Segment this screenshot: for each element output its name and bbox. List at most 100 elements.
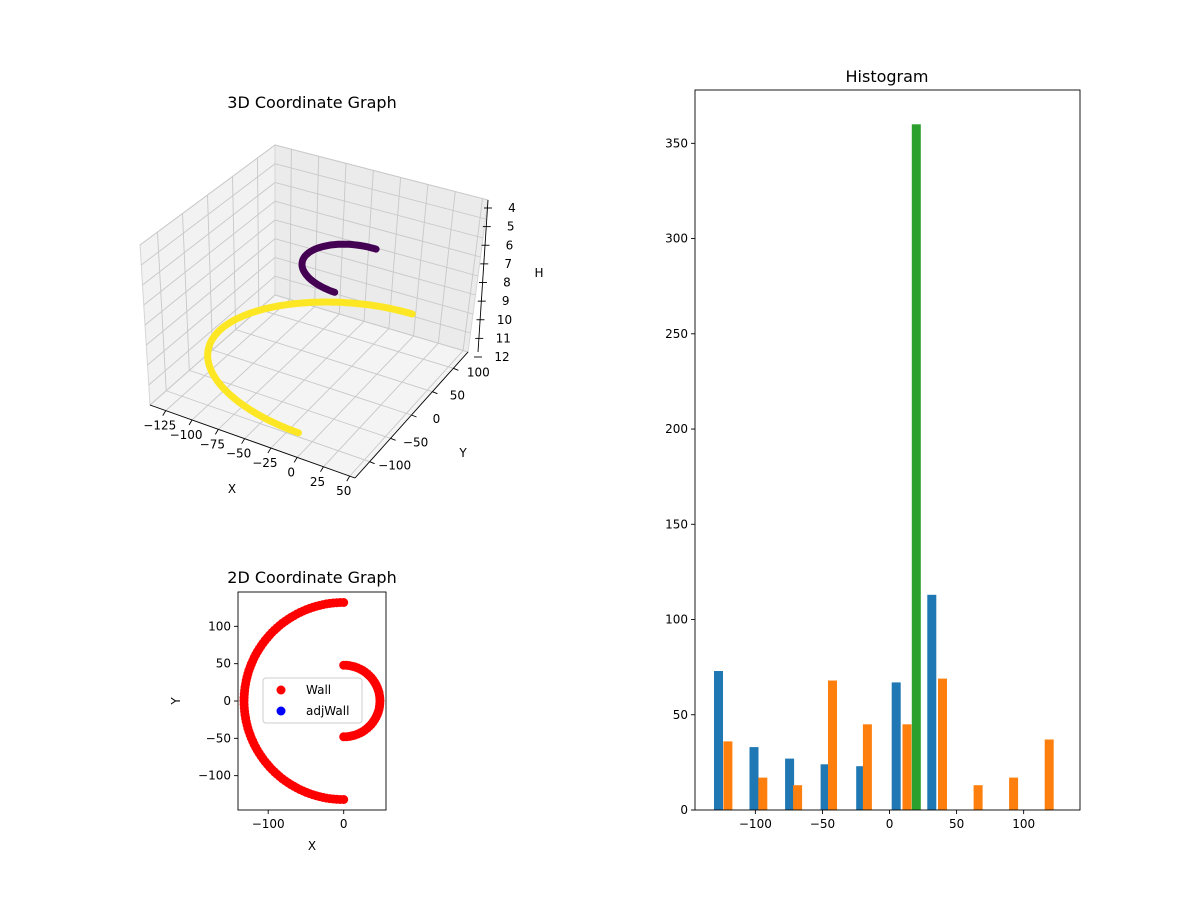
legend-label-wall: Wall <box>306 683 331 697</box>
axes-3d: 3D Coordinate Graph −125−100−75−50−25025… <box>139 93 544 498</box>
axes-2d-title: 2D Coordinate Graph <box>227 568 396 587</box>
y-tick-label-hist: 50 <box>673 708 688 722</box>
histogram-bar <box>714 671 723 810</box>
y-tick-label-3d: 50 <box>450 389 465 403</box>
grid-y-floor <box>166 390 370 463</box>
y-tick-label-2d: −50 <box>206 731 231 745</box>
x-tick-label-3d: 25 <box>310 475 325 489</box>
y-tick-label-hist: 200 <box>665 422 688 436</box>
x-axis-label-2d: X <box>308 839 316 853</box>
axes-2d: 2D Coordinate Graph −100 0 −100 −50 0 50 100 W… <box>169 568 397 853</box>
ticks-2d: −100 0 −100 −50 0 50 100 <box>198 619 348 831</box>
series-3d-1 <box>204 298 416 437</box>
grid-y-floor <box>235 329 433 393</box>
x-tick-label-hist: −100 <box>739 817 772 831</box>
x-tick-3d <box>162 410 167 416</box>
axes-histogram: Histogram −100 −50 0 50 100 0 50 100 150 200 250 30… <box>665 67 1081 831</box>
grid-y-floor <box>212 349 412 416</box>
y-tick-label-2d: 50 <box>216 657 231 671</box>
y-tick-3d <box>369 461 375 465</box>
histogram-bar <box>820 764 830 810</box>
y-tick-label-3d: 0 <box>433 412 441 426</box>
histogram-bar <box>758 777 768 810</box>
z-tick-label-3d: 5 <box>507 220 515 234</box>
grid-y-floor <box>189 369 391 439</box>
axes-3d-title: 3D Coordinate Graph <box>227 93 396 112</box>
histogram-title: Histogram <box>846 67 929 86</box>
x-tick-label-3d: −75 <box>200 437 225 451</box>
frame-histogram <box>694 89 1081 811</box>
x-tick-label-3d: −125 <box>143 419 176 433</box>
grid-y-floor <box>258 308 454 369</box>
histogram-bar <box>856 766 866 810</box>
grid-z <box>147 257 474 366</box>
x-tick-3d <box>241 438 246 444</box>
histogram-bar <box>749 747 759 810</box>
y-tick-label-hist: 150 <box>665 517 688 531</box>
x-tick-3d <box>293 457 298 463</box>
x-tick-3d <box>346 475 351 482</box>
z-tick-label-3d: 7 <box>504 257 512 271</box>
legend-label-adjwall: adjWall <box>306 704 349 718</box>
x-tick-3d <box>320 466 324 473</box>
x-tick-3d <box>214 429 219 435</box>
x-tick-label-3d: −50 <box>226 447 251 461</box>
y-axis-label-3d: Y <box>458 446 467 460</box>
x-tick-3d <box>267 447 272 454</box>
data-2d <box>239 598 385 804</box>
point-2d <box>339 732 349 742</box>
ticks-histogram: −100 −50 0 50 100 0 50 100 150 200 250 300 350 <box>665 136 1035 831</box>
grid-z <box>142 182 484 286</box>
x-tick-label-2d: −100 <box>252 817 285 831</box>
histogram-bar <box>1044 739 1054 810</box>
histogram-bar <box>927 594 937 810</box>
x-tick-label-3d: 0 <box>287 465 295 479</box>
y-tick-label-hist: 350 <box>665 136 688 150</box>
y-tick-3d <box>390 437 396 441</box>
x-tick-label-3d: −100 <box>170 428 203 442</box>
histogram-bar <box>723 741 733 810</box>
y-tick-label-2d: 0 <box>223 694 231 708</box>
point-2d <box>339 795 349 804</box>
series-3d-0 <box>298 240 380 296</box>
x-axis-line <box>149 404 356 479</box>
histogram-bar <box>785 758 795 810</box>
grid-z <box>139 144 489 246</box>
legend-marker-wall <box>276 685 286 695</box>
y-tick-label-3d: 100 <box>467 365 490 379</box>
z-tick-label-3d: 8 <box>503 276 511 290</box>
legend-2d: Wall adjWall <box>262 677 363 724</box>
x-tick-label-hist: 100 <box>1012 817 1035 831</box>
ticks-3d: −125−100−75−50−2502550−100−5005010045678… <box>143 201 516 498</box>
z-tick-label-3d: 11 <box>496 331 511 345</box>
y-tick-label-hist: 0 <box>680 803 688 817</box>
y-tick-label-3d: −100 <box>378 459 411 473</box>
histogram-bar <box>1009 777 1019 810</box>
z-axis-line <box>477 199 489 353</box>
y-tick-label-2d: 100 <box>208 619 231 633</box>
x-axis-label-3d: X <box>228 482 236 496</box>
histogram-bar <box>793 785 803 810</box>
grid-z <box>143 200 481 306</box>
y-tick-3d <box>411 414 417 418</box>
z-tick-label-3d: 4 <box>508 201 516 215</box>
x-tick-label-hist: 50 <box>949 817 964 831</box>
x-tick-label-2d: 0 <box>340 817 348 831</box>
x-tick-label-3d: 50 <box>336 484 351 498</box>
x-tick-label-hist: −50 <box>810 817 835 831</box>
x-tick-label-3d: −25 <box>252 456 277 470</box>
grid-z <box>140 163 486 266</box>
legend-box <box>262 677 363 724</box>
grid-z <box>149 294 469 406</box>
data-3d <box>204 240 416 437</box>
y-tick-3d <box>453 367 459 371</box>
histogram-bar <box>891 682 901 810</box>
z-tick-label-3d: 10 <box>497 313 512 327</box>
x-tick-label-hist: 0 <box>886 817 894 831</box>
z-tick-label-3d: 9 <box>502 294 510 308</box>
y-tick-label-hist: 300 <box>665 232 688 246</box>
y-tick-label-hist: 250 <box>665 327 688 341</box>
grid-z <box>145 238 476 346</box>
histogram-bar <box>902 724 912 810</box>
